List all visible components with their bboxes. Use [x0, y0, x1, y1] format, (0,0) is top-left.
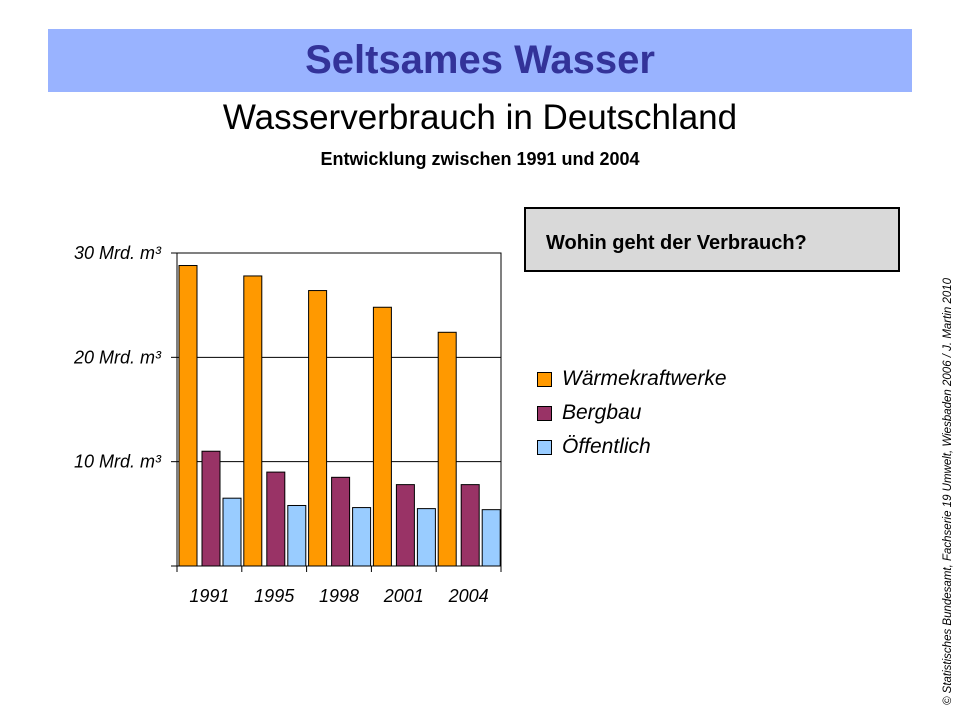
legend: Wärmekraftwerke Bergbau Öffentlich [537, 362, 727, 464]
legend-item: Bergbau [537, 396, 727, 430]
y-tick-label: 20 Mrd. m³ [73, 347, 162, 367]
legend-item: Öffentlich [537, 430, 727, 464]
x-tick-label: 1998 [319, 586, 359, 606]
x-tick-label: 1991 [189, 586, 229, 606]
callout-box: Wohin geht der Verbrauch? [524, 207, 900, 272]
x-tick-label: 2001 [383, 586, 424, 606]
legend-swatch [537, 371, 552, 387]
legend-swatch [537, 439, 552, 455]
legend-swatch [537, 405, 552, 421]
bar-wärmekraftwerke [308, 290, 328, 567]
bar-bergbau [460, 484, 480, 567]
x-tick-label: 2004 [448, 586, 489, 606]
bar-wärmekraftwerke [437, 331, 457, 567]
bar-öffentlich [287, 504, 307, 567]
legend-item: Wärmekraftwerke [537, 362, 727, 396]
bar-bergbau [201, 450, 221, 567]
bar-öffentlich [222, 497, 242, 567]
bar-bergbau [331, 476, 351, 567]
y-tick-label: 30 Mrd. m³ [74, 243, 162, 263]
chart-subtitle: Entwicklung zwischen 1991 und 2004 [320, 149, 640, 169]
bar-wärmekraftwerke [372, 306, 392, 567]
legend-label: Wärmekraftwerke [562, 367, 727, 390]
bar-bergbau [395, 484, 415, 567]
x-tick-label: 1995 [254, 586, 295, 606]
bar-öffentlich [416, 508, 436, 567]
banner-title: Seltsames Wasser [305, 38, 655, 82]
bar-wärmekraftwerke [178, 265, 198, 567]
banner: Seltsames Wasser [48, 29, 912, 92]
chart-title: Wasserverbrauch in Deutschland [222, 98, 738, 137]
legend-label: Öffentlich [562, 435, 651, 458]
legend-label: Bergbau [562, 401, 642, 424]
callout-text: Wohin geht der Verbrauch? [546, 232, 807, 254]
bar-öffentlich [352, 507, 372, 567]
bar-wärmekraftwerke [243, 275, 263, 567]
bar-bergbau [266, 471, 286, 567]
bar-öffentlich [481, 509, 501, 567]
y-tick-label: 10 Mrd. m³ [74, 452, 162, 472]
